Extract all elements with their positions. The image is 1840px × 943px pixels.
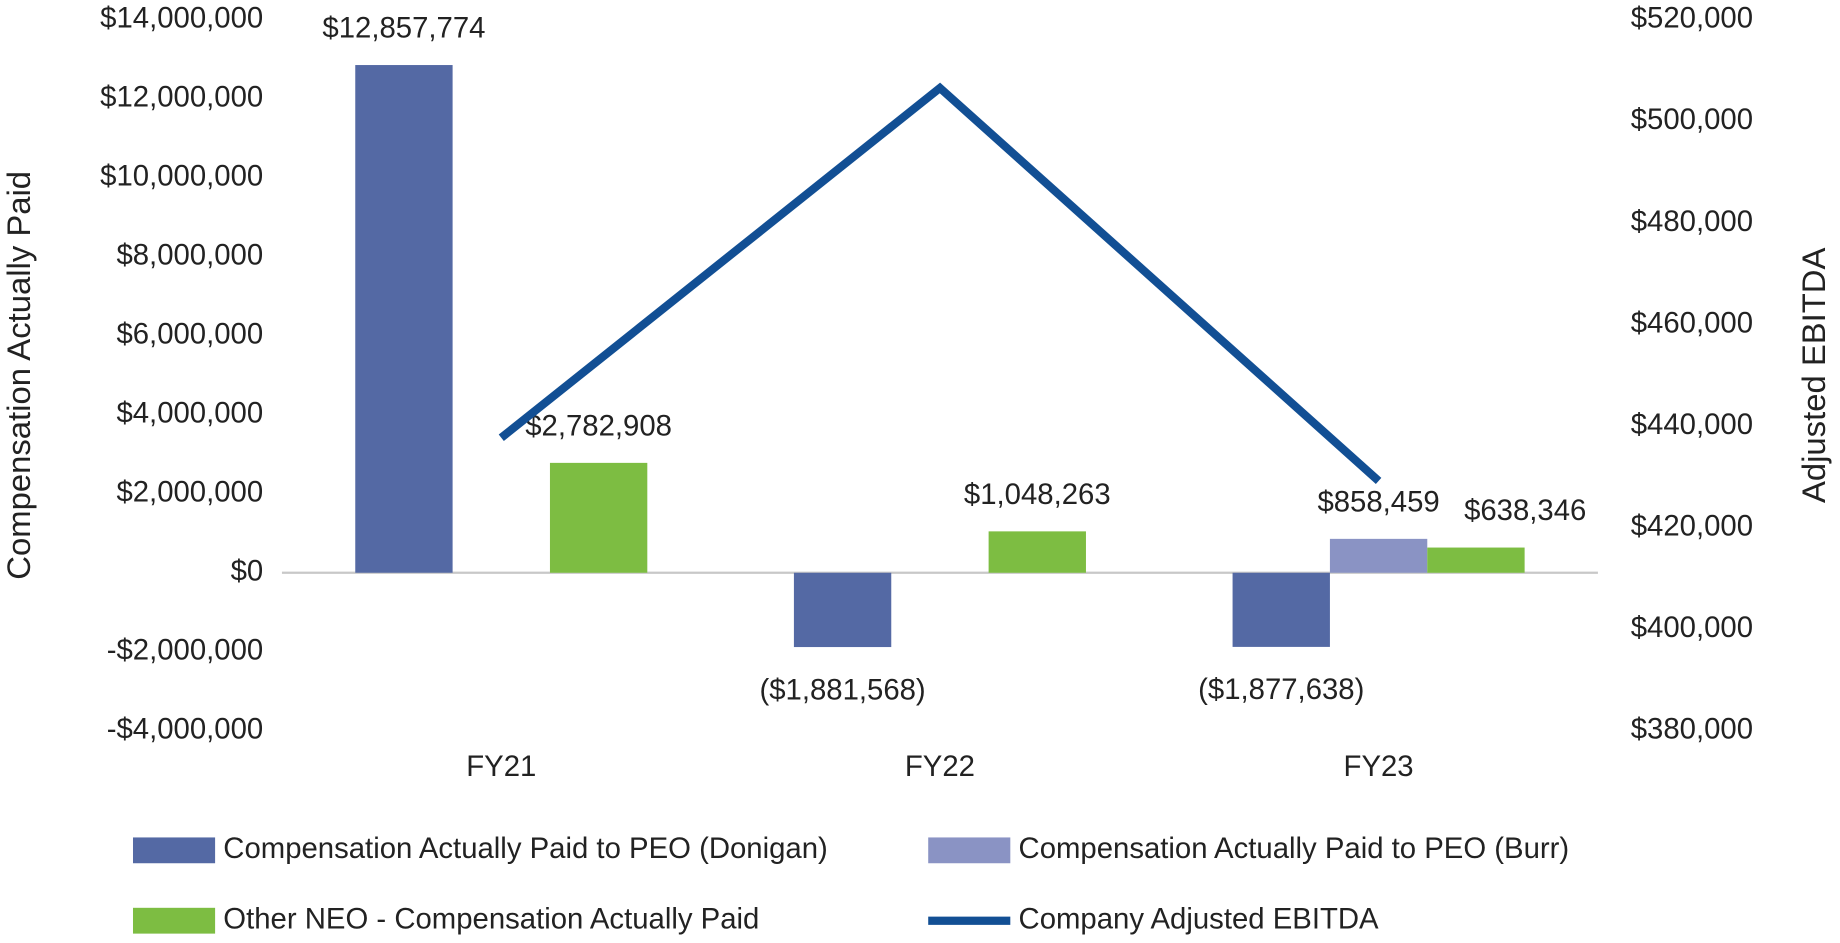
x-tick-label: FY22 xyxy=(905,750,975,783)
y-tick-label: $10,000,000 xyxy=(100,160,263,193)
y-tick-label: $8,000,000 xyxy=(116,239,263,272)
data-label: $638,346 xyxy=(1464,494,1586,527)
y2-tick-label: $400,000 xyxy=(1631,611,1753,644)
y2-tick-label: $380,000 xyxy=(1631,712,1753,745)
y2-tick-label: $440,000 xyxy=(1631,408,1753,441)
y-tick-label: $2,000,000 xyxy=(116,476,263,509)
bar xyxy=(1232,572,1330,647)
line xyxy=(498,82,1382,484)
y2-tick-label: $460,000 xyxy=(1631,306,1753,339)
x-tick-label: FY23 xyxy=(1344,750,1414,783)
y-axis-title: Compensation Actually Paid xyxy=(0,171,37,580)
bar xyxy=(1329,538,1428,573)
legend-label: Other NEO - Compensation Actually Paid xyxy=(223,902,759,935)
legend-swatch xyxy=(132,907,216,934)
bar xyxy=(355,65,453,573)
y-tick-label: $0 xyxy=(231,555,264,588)
data-label: $2,782,908 xyxy=(525,409,672,442)
data-label: ($1,881,568) xyxy=(759,673,925,706)
y-tick-label: -$2,000,000 xyxy=(107,633,263,666)
legend-label: Company Adjusted EBITDA xyxy=(1019,902,1380,935)
legend-label: Compensation Actually Paid to PEO (Donig… xyxy=(223,832,827,865)
legend-swatch xyxy=(132,837,216,864)
y2-tick-label: $480,000 xyxy=(1631,205,1753,238)
y2-tick-label: $520,000 xyxy=(1631,2,1753,35)
data-label: ($1,877,638) xyxy=(1198,673,1364,706)
data-label: $12,857,774 xyxy=(322,12,485,45)
y-tick-label: $14,000,000 xyxy=(100,2,263,35)
bar xyxy=(793,572,892,648)
legend-label: Compensation Actually Paid to PEO (Burr) xyxy=(1019,832,1570,865)
bar xyxy=(1427,547,1525,573)
y-tick-label: -$4,000,000 xyxy=(107,712,263,745)
y-tick-label: $12,000,000 xyxy=(100,81,263,114)
y2-axis-title: Adjusted EBITDA xyxy=(1795,248,1832,504)
y2-tick-label: $500,000 xyxy=(1631,103,1753,136)
bar xyxy=(549,462,648,573)
data-label: $1,048,263 xyxy=(964,478,1111,511)
bar xyxy=(988,531,1086,573)
y-tick-label: $6,000,000 xyxy=(116,318,263,351)
x-tick-label: FY21 xyxy=(466,750,536,783)
data-label: $858,459 xyxy=(1317,485,1439,518)
y-tick-label: $4,000,000 xyxy=(116,397,263,430)
legend-swatch xyxy=(928,837,1011,864)
y2-tick-label: $420,000 xyxy=(1631,509,1753,542)
